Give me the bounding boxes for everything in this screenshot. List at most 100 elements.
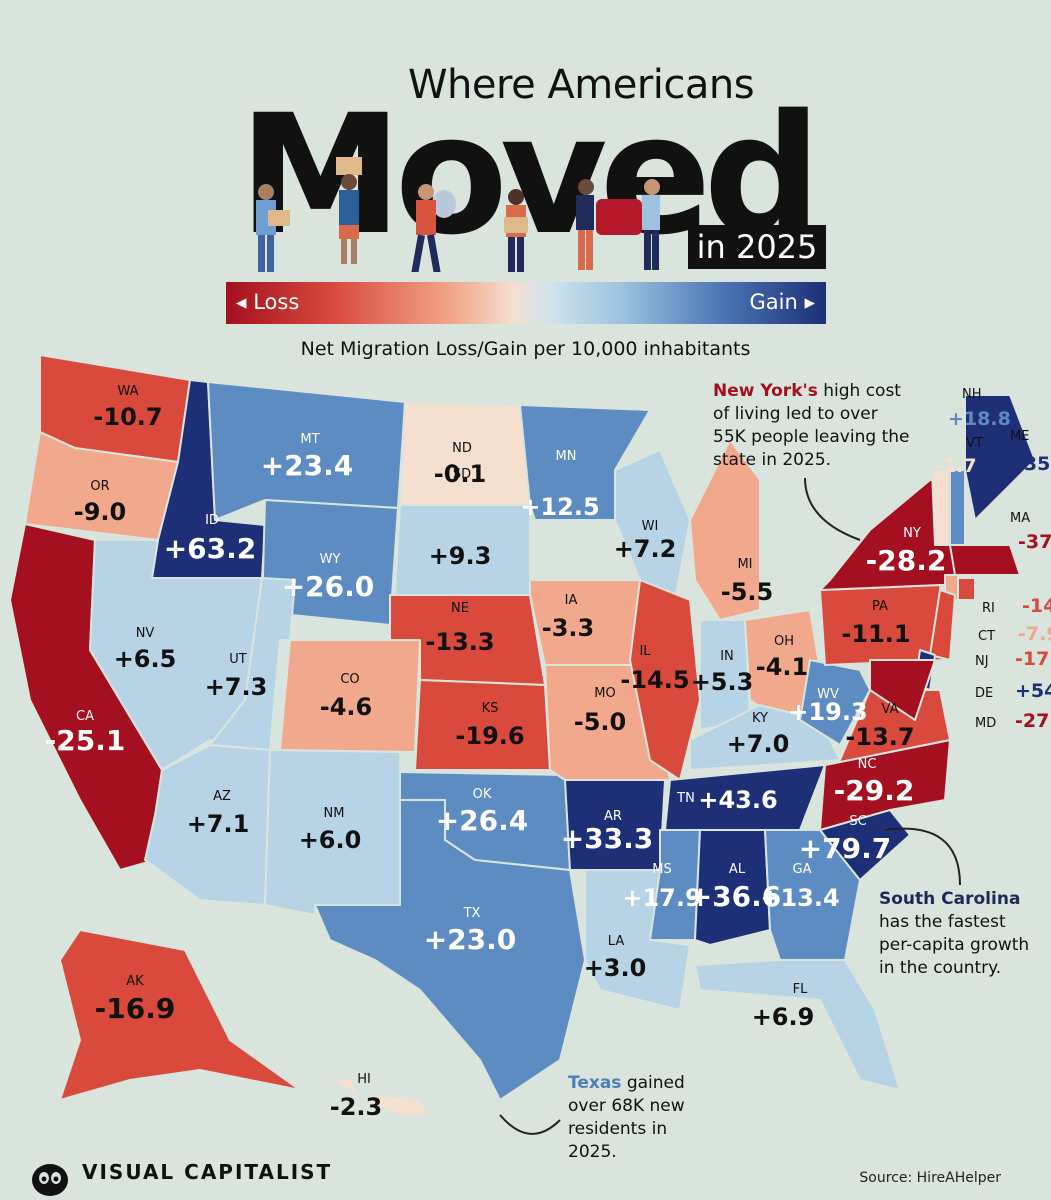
state-value-ky: +7.0	[727, 730, 790, 758]
state-md	[869, 659, 936, 721]
state-value-mn: +12.5	[520, 493, 599, 521]
state-abbr-de: DE	[975, 686, 993, 701]
state-fl	[694, 959, 901, 1091]
state-value-ut: +7.3	[205, 673, 268, 701]
state-abbr-tx: TX	[463, 906, 481, 921]
state-abbr-wy: WY	[320, 552, 341, 567]
state-value-oh: -4.1	[756, 653, 808, 681]
state-abbr-me: ME	[1010, 429, 1029, 444]
state-abbr-az: AZ	[213, 789, 231, 804]
state-value-vt: -1.7	[935, 455, 977, 477]
state-abbr-md: MD	[975, 716, 996, 731]
state-ms	[649, 829, 701, 941]
state-abbr-ri: RI	[982, 601, 995, 616]
callout-ny-text: high cost of living led to over 55K peop…	[713, 381, 910, 470]
state-abbr-nh: NH	[962, 387, 982, 402]
state-value-az: +7.1	[187, 810, 250, 838]
state-value-nc: -29.2	[834, 774, 915, 807]
callout-tx-text: gained over 68K new residents in 2025.	[568, 1073, 685, 1162]
state-value-nm: +6.0	[299, 826, 362, 854]
state-value-nj: -17.6	[1015, 648, 1051, 670]
state-abbr-il: IL	[639, 644, 651, 659]
state-abbr-nc: NC	[858, 757, 877, 772]
legend-gradient-bar	[226, 282, 826, 324]
state-abbr-pa: PA	[872, 599, 888, 614]
state-wv	[799, 659, 871, 746]
state-abbr-hi: HI	[357, 1072, 371, 1087]
callout-tx-highlight: Texas	[568, 1073, 622, 1093]
state-abbr-ma: MA	[1010, 511, 1030, 526]
title-top: Where Americans	[408, 62, 755, 108]
state-value-ct: -7.9	[1018, 623, 1051, 645]
state-abbr-ok: OK	[473, 787, 492, 802]
callout-tx: Texas gained over 68K new residents in 2…	[568, 1072, 718, 1164]
state-abbr-mt: MT	[300, 432, 319, 447]
state-abbr-nm: NM	[324, 806, 345, 821]
state-value-de: +54.5	[1015, 680, 1051, 702]
state-al	[694, 829, 771, 946]
state-abbr-ut: UT	[229, 652, 247, 667]
state-abbr-mn: MN	[556, 449, 577, 464]
state-value-ak: -16.9	[95, 992, 176, 1025]
state-value-mi: -5.5	[721, 578, 773, 606]
state-value-al: +36.6	[689, 880, 782, 913]
state-value-sc: +79.7	[799, 832, 892, 865]
subtitle: Net Migration Loss/Gain per 10,000 inhab…	[300, 338, 751, 360]
movers-illustration	[256, 157, 660, 272]
state-abbr-wi: WI	[642, 519, 659, 534]
legend-loss-label: ◂ Loss	[236, 290, 300, 314]
state-value-tx: +23.0	[424, 923, 517, 956]
state-value-fl: +6.9	[752, 1003, 815, 1031]
state-me	[964, 394, 1036, 521]
state-ak	[59, 929, 301, 1101]
callout-sc-highlight: South Carolina	[879, 889, 1021, 909]
state-value-id: +63.2	[164, 532, 257, 565]
state-value-pa: -11.1	[841, 620, 910, 648]
state-hi	[329, 1077, 431, 1119]
state-abbr-sd: SD	[453, 467, 471, 482]
state-abbr-ca: CA	[76, 709, 94, 724]
state-mi	[689, 439, 761, 621]
state-value-ia: -3.3	[542, 614, 594, 642]
brand-name: VISUAL CAPITALIST	[82, 1160, 333, 1184]
state-abbr-nv: NV	[136, 626, 155, 641]
state-nh	[949, 469, 966, 546]
state-abbr-wv: WV	[817, 687, 839, 702]
state-abbr-nj: NJ	[975, 654, 989, 669]
state-nj	[929, 589, 956, 661]
state-value-in: +5.3	[691, 668, 754, 696]
title-main: Moved	[238, 82, 822, 272]
state-abbr-la: LA	[608, 934, 625, 949]
state-value-ar: +33.3	[561, 822, 654, 855]
state-value-wa: -10.7	[93, 403, 162, 431]
state-value-va: -13.7	[845, 723, 914, 751]
state-abbr-in: IN	[720, 649, 734, 664]
state-abbr-ky: KY	[752, 711, 768, 726]
state-abbr-id: ID	[205, 513, 219, 528]
state-value-ks: -19.6	[455, 722, 524, 750]
state-value-ny: -28.2	[866, 544, 947, 577]
state-abbr-ar: AR	[604, 809, 622, 824]
state-value-wi: +7.2	[614, 535, 677, 563]
state-vt	[931, 469, 951, 546]
state-value-hi: -2.3	[330, 1093, 382, 1121]
state-abbr-mo: MO	[594, 686, 615, 701]
state-value-sd: +9.3	[429, 542, 492, 570]
state-abbr-oh: OH	[774, 634, 794, 649]
state-value-or: -9.0	[74, 498, 126, 526]
state-value-mo: -5.0	[574, 708, 626, 736]
state-abbr-or: OR	[90, 479, 109, 494]
state-value-nh: +18.8	[948, 408, 1011, 430]
arrow-tx	[499, 1114, 561, 1135]
state-value-wy: +26.0	[282, 570, 375, 603]
state-abbr-tn: TN	[676, 791, 695, 806]
state-abbr-ms: MS	[652, 862, 671, 877]
state-abbr-sc: SC	[849, 814, 866, 829]
state-value-ms: +17.9	[622, 884, 701, 912]
state-abbr-vt: VT	[966, 436, 983, 451]
state-value-ok: +26.4	[436, 804, 529, 837]
visual-capitalist-logo-icon	[32, 1164, 68, 1196]
state-value-me: +35.7	[1008, 453, 1051, 475]
state-abbr-ct: CT	[978, 629, 995, 644]
state-value-tn: +43.6	[698, 786, 777, 814]
